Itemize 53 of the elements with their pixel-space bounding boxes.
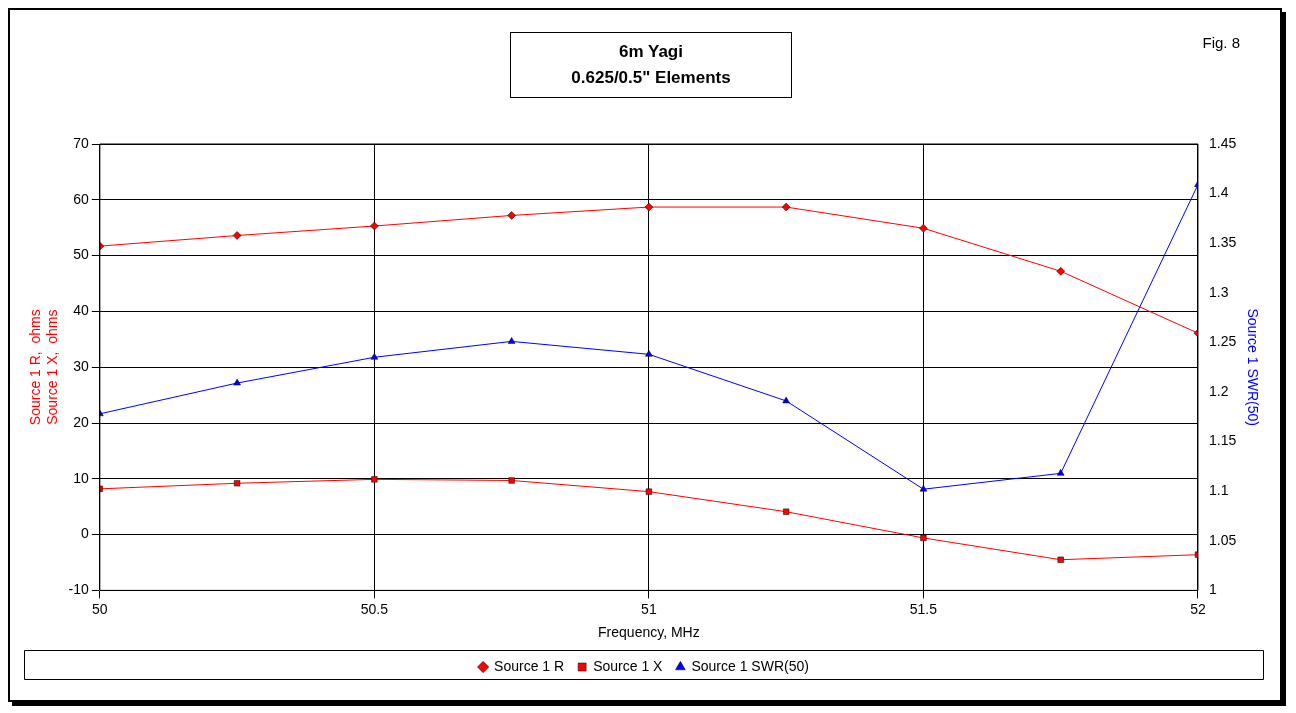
caption: Fig. 8 <box>1202 34 1240 51</box>
legend-label: Source 1 R <box>494 657 565 674</box>
y2-tick-label: 1.4 <box>1208 184 1229 201</box>
point <box>1057 556 1064 563</box>
point <box>232 231 242 240</box>
legend-label: Source 1 SWR(50) <box>691 657 809 674</box>
point <box>919 224 928 233</box>
y-tick-label: 50 <box>73 246 90 263</box>
chart-title: 6m Yagi 0.625/0.5" Elements <box>570 41 732 89</box>
x-axis-title: Frequency, MHz <box>598 624 700 641</box>
y-tick-label: 40 <box>73 302 90 319</box>
point <box>508 477 515 484</box>
y-tick-label: 60 <box>73 190 90 207</box>
point <box>920 534 927 542</box>
y-tick-label: 10 <box>73 469 90 486</box>
y-tick-label: 0 <box>81 525 90 542</box>
y-tick-label: -10 <box>68 581 90 598</box>
point <box>233 378 241 386</box>
point <box>782 396 790 404</box>
y-tick-label: 30 <box>73 358 90 375</box>
point <box>507 337 516 344</box>
y2-tick-label: 1.1 <box>1208 482 1229 499</box>
x-tick-label: 51 <box>641 600 657 617</box>
x-tick-label: 51.5 <box>909 600 938 617</box>
point <box>370 353 379 360</box>
x-tick-label: 50.5 <box>360 600 389 617</box>
x-tick-label: 50 <box>92 600 108 617</box>
point <box>234 480 241 487</box>
point <box>1056 469 1065 476</box>
y2-tick-label: 1.2 <box>1208 382 1229 399</box>
point <box>370 221 379 231</box>
point <box>781 202 791 212</box>
y2-tick-label: 1.05 <box>1208 531 1237 548</box>
point <box>919 484 928 492</box>
point <box>507 211 516 220</box>
point <box>645 488 652 495</box>
y2-tick-label: 1.35 <box>1208 234 1237 251</box>
y2-tick-label: 1.3 <box>1208 283 1229 300</box>
y2-tick-label: 1.45 <box>1208 134 1237 151</box>
y2-tick-label: 1 <box>1208 581 1217 598</box>
y2-tick-label: 1.15 <box>1208 432 1237 449</box>
point <box>645 350 653 357</box>
y2-axis-title: Source 1 SWR(50) <box>1244 308 1261 426</box>
point <box>1056 266 1065 276</box>
x-tick-label: 52 <box>1190 600 1206 617</box>
y-axis-title: Source 1 R, ohms Source 1 X, ohms <box>27 309 61 426</box>
y2-tick-label: 1.25 <box>1208 333 1237 350</box>
legend-label: Source 1 X <box>593 657 664 674</box>
y-tick-label: 70 <box>73 134 90 151</box>
point <box>371 476 378 483</box>
y-tick-label: 20 <box>73 413 90 430</box>
point <box>644 202 654 212</box>
point <box>783 508 790 515</box>
